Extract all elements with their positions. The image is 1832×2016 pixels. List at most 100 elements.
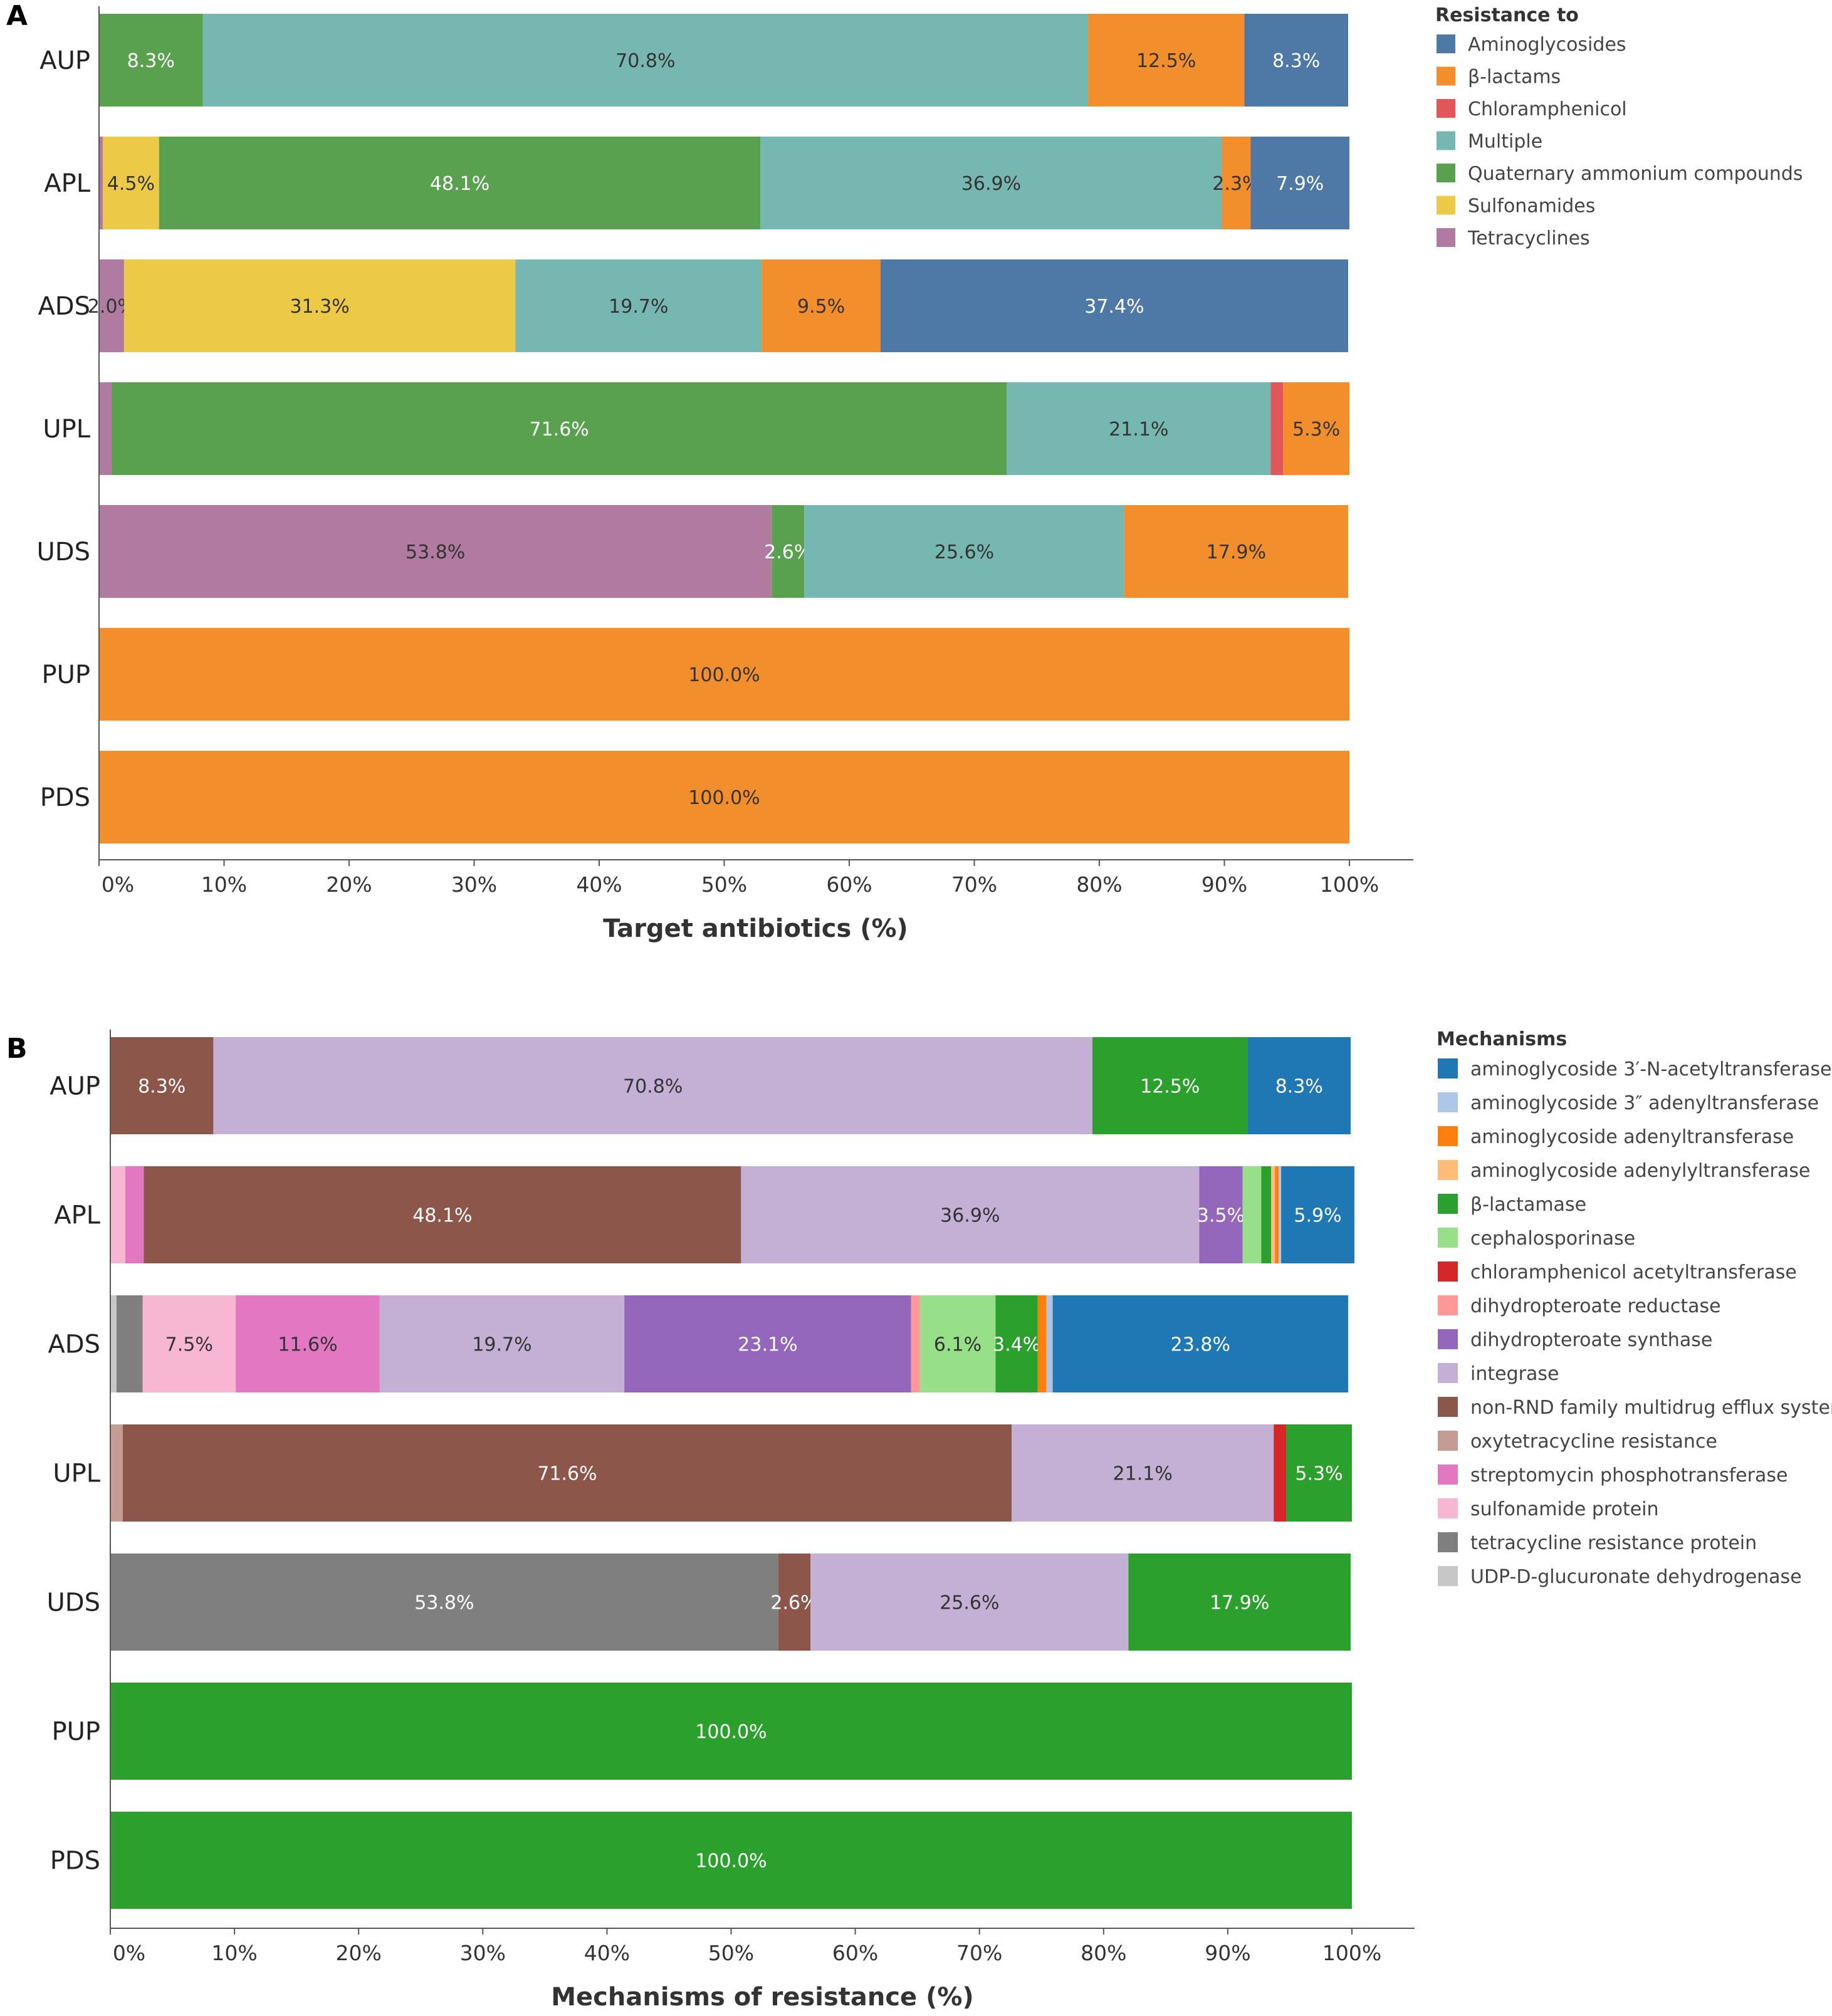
x-tick-label: 40% (576, 872, 622, 897)
data-label: 71.6% (537, 1463, 597, 1485)
data-label: 70.8% (615, 50, 675, 72)
x-tick-label: 30% (460, 1941, 506, 1965)
legend-swatch (1438, 1228, 1458, 1248)
data-label: 8.3% (1272, 50, 1320, 72)
bar-uds: UDS 53.8% 2.6% 25.6% 17.9% (37, 505, 1349, 598)
bar-segment (159, 137, 761, 229)
legend-swatch (1438, 1058, 1458, 1079)
bar-segment (110, 1554, 778, 1651)
x-tick-label: 70% (951, 872, 997, 897)
bar-segment (1274, 1424, 1287, 1522)
legend-label: dihydropteroate synthase (1470, 1329, 1712, 1351)
legend-label: Tetracyclines (1467, 227, 1590, 249)
legend-label: non-RND family multidrug efflux system (1470, 1397, 1832, 1419)
x-tick-label: 50% (708, 1941, 754, 1965)
bar-segment (1283, 382, 1349, 475)
legend-label: aminoglycoside adenyltransferase (1470, 1126, 1794, 1148)
data-label: 53.8% (414, 1592, 474, 1614)
legend-swatch (1438, 1431, 1458, 1451)
bar-segment (236, 1295, 380, 1392)
bar-segment (741, 1166, 1200, 1263)
bar-segment (762, 259, 881, 352)
data-label: 48.1% (430, 173, 489, 195)
bar-segment (1222, 137, 1251, 229)
bar-segment (1199, 1166, 1243, 1263)
bar-segment (202, 14, 1089, 107)
data-label: 2.6% (770, 1592, 818, 1614)
data-label: 48.1% (412, 1205, 472, 1227)
data-label: 71.6% (530, 419, 589, 441)
x-tick-label: 90% (1201, 872, 1247, 897)
bar-segment (110, 1166, 125, 1263)
bar-segment (116, 1295, 143, 1392)
x-tick-label: 0% (102, 872, 134, 897)
legend-label: Sulfonamides (1468, 196, 1595, 217)
bar-segment (880, 259, 1349, 352)
x-tick-label: 80% (1081, 1941, 1126, 1965)
legend-label: dihydropteroate reductase (1470, 1295, 1721, 1317)
data-label: 3.4% (993, 1334, 1040, 1356)
x-tick-label: 50% (701, 872, 747, 897)
x-tick-label: 20% (326, 872, 372, 897)
legend-swatch (1438, 1126, 1458, 1146)
bar-segment (1037, 1295, 1047, 1392)
data-label: 100.0% (688, 664, 760, 686)
data-label: 25.6% (934, 541, 994, 563)
legend-title: Resistance to (1435, 4, 1579, 26)
legend-swatch (1437, 164, 1455, 182)
bar-segment (515, 259, 762, 352)
bar-segment (1244, 14, 1349, 107)
legend-label: Chloramphenicol (1468, 98, 1627, 120)
legend-label: Multiple (1468, 131, 1542, 153)
data-label: 8.3% (1275, 1076, 1323, 1098)
bar-segment (1250, 137, 1349, 229)
x-tick-label: 0% (113, 1941, 145, 1965)
data-label: 7.5% (165, 1334, 213, 1356)
bar-segment (144, 1166, 741, 1263)
data-label: 12.5% (1136, 50, 1196, 72)
x-tick-label: 60% (826, 872, 872, 897)
bar-segment (99, 505, 772, 598)
bar-segment (911, 1295, 920, 1392)
legend-label: chloramphenicol acetyltransferase (1470, 1261, 1797, 1283)
bar-segment (1007, 382, 1271, 475)
data-label: 100.0% (688, 787, 760, 809)
category-label: UDS (47, 1589, 100, 1617)
bar-upl: UPL 71.6% 21.1% 5.3% (53, 1424, 1352, 1522)
legend-label: aminoglycoside 3′-N-acetyltransferase (1470, 1058, 1831, 1080)
bar-segment (110, 1812, 1352, 1909)
data-label: 5.3% (1292, 419, 1340, 441)
x-axis-title: Mechanisms of resistance (%) (551, 1983, 974, 2012)
bar-segment (110, 1683, 1352, 1780)
bar-pds: PDS 100.0% (40, 751, 1349, 843)
bar-segment (99, 751, 1349, 843)
legend-label: cephalosporinase (1470, 1228, 1635, 1250)
bar-segment (111, 382, 1007, 475)
bar-segment (99, 259, 124, 352)
legend-swatch (1437, 196, 1455, 215)
legend-swatch (1438, 1092, 1458, 1112)
bar-uds: UDS 53.8% 2.6% 25.6% 17.9% (47, 1554, 1351, 1651)
bar-segment (995, 1295, 1038, 1392)
bar-pup: PUP 100.0% (51, 1683, 1352, 1780)
category-label: AUP (39, 46, 90, 75)
bar-segment (99, 628, 1349, 721)
legend: Mechanisms aminoglycoside 3′-N-acetyltran… (1437, 1028, 1832, 1588)
category-label: UPL (53, 1460, 100, 1488)
bar-segment (778, 1554, 811, 1651)
data-label: 70.8% (623, 1076, 683, 1098)
x-tick-label: 90% (1205, 1941, 1250, 1965)
legend-swatch (1438, 1160, 1458, 1180)
legend-label: Aminoglycosides (1468, 34, 1626, 56)
bar-pds: PDS 100.0% (50, 1812, 1352, 1909)
legend-label: β-lactamase (1470, 1194, 1586, 1216)
data-label: 11.6% (278, 1334, 337, 1356)
legend-swatch (1437, 34, 1455, 53)
x-tick-label: 20% (336, 1941, 382, 1965)
data-label: 36.9% (961, 173, 1021, 195)
data-label: 6.1% (934, 1334, 981, 1356)
data-label: 21.1% (1109, 419, 1168, 441)
panel-a: A AUP 8.3% 70.8% 12.5% 8.3% APL 4.5% 48.1% 36.9% 2… (6, 0, 1803, 943)
legend-swatch (1438, 1363, 1458, 1383)
